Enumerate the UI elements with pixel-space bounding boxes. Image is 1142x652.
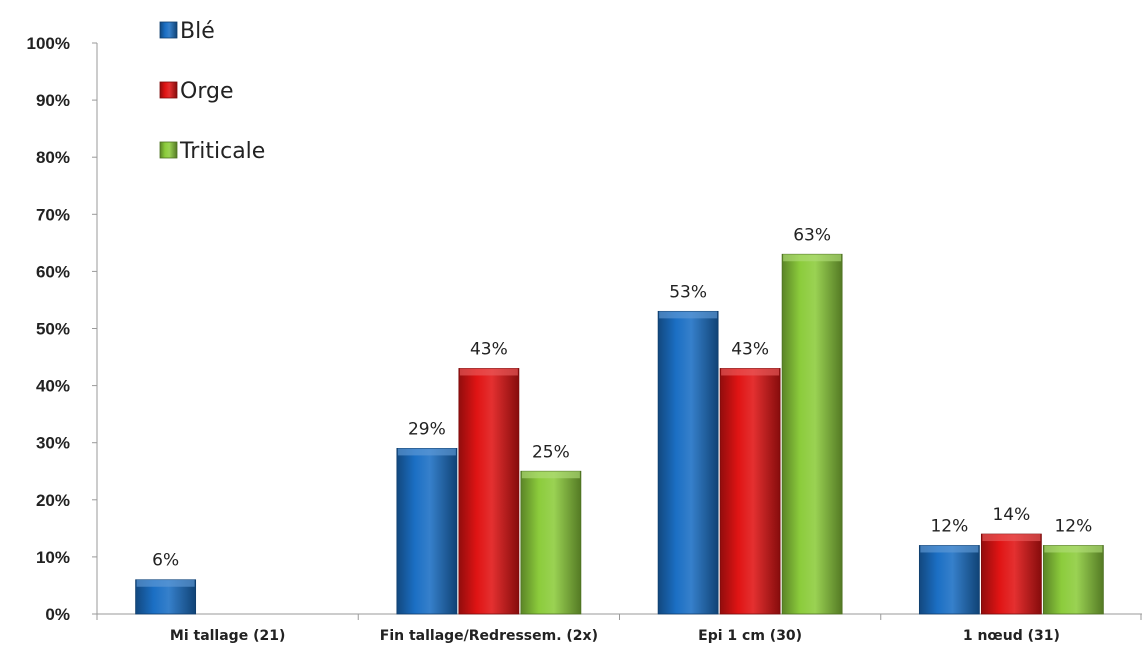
bar-triticale-2: [781, 253, 843, 615]
y-tick-label: 20%: [36, 491, 70, 510]
y-tick-label: 0%: [45, 605, 70, 624]
x-tick-label: Epi 1 cm (30): [698, 628, 802, 644]
y-tick-label: 60%: [36, 262, 70, 281]
bar-blé-3: [918, 545, 980, 615]
legend: Blé Orge Triticale: [159, 19, 265, 164]
bar-triticale-3: [1042, 545, 1104, 615]
y-axis: 0% 10% 20% 30% 40% 50% 60% 70% 80% 90% 100%: [27, 34, 98, 624]
data-label: 12%: [930, 516, 968, 536]
bar-top-bevel: [721, 368, 780, 376]
data-label: 53%: [669, 282, 707, 302]
y-tick-label: 50%: [36, 320, 70, 339]
x-tick-label: Fin tallage/Redressem. (2x): [380, 628, 598, 644]
y-tick-label: 90%: [36, 91, 70, 110]
bar-top-bevel: [982, 534, 1041, 542]
bar-top-bevel: [397, 448, 456, 456]
legend-swatch-blé: [159, 21, 178, 39]
data-label: 43%: [731, 339, 769, 359]
y-tick-label: 100%: [27, 34, 70, 53]
legend-swatch-orge: [159, 81, 178, 99]
y-tick-label: 10%: [36, 548, 70, 567]
bar-top-bevel: [659, 311, 718, 319]
data-labels: 6% 29% 43% 25% 53% 43% 63% 12% 14% 12%: [152, 225, 1092, 570]
data-label: 43%: [470, 339, 508, 359]
bar-triticale-1: [520, 470, 582, 615]
bar-orge-2: [719, 368, 781, 615]
legend-label: Orge: [180, 79, 233, 104]
x-tick-label: Mi tallage (21): [170, 628, 285, 644]
x-axis: Mi tallage (21) Fin tallage/Redressem. (2…: [96, 613, 1142, 644]
y-tick-label: 80%: [36, 148, 70, 167]
data-label: 12%: [1054, 516, 1092, 536]
y-tick-label: 30%: [36, 434, 70, 453]
legend-swatch-triticale: [159, 141, 178, 159]
bar-orge-3: [980, 533, 1042, 615]
x-tick-label: 1 nœud (31): [963, 628, 1060, 644]
data-label: 63%: [793, 225, 831, 245]
bar-orge-1: [458, 368, 520, 615]
legend-label: Triticale: [179, 139, 265, 164]
bar-top-bevel: [459, 368, 518, 376]
data-label: 6%: [152, 551, 179, 571]
data-label: 29%: [408, 419, 446, 439]
bar-top-bevel: [136, 579, 195, 587]
bar-blé-2: [657, 310, 719, 615]
y-tick-label: 40%: [36, 377, 70, 396]
bar-blé-1: [396, 448, 458, 615]
bar-top-bevel: [1044, 545, 1103, 553]
bar-top-bevel: [783, 254, 842, 262]
data-label: 14%: [992, 505, 1030, 525]
data-label: 25%: [532, 442, 570, 462]
bar-top-bevel: [521, 471, 580, 479]
legend-label: Blé: [180, 19, 215, 44]
bar-top-bevel: [920, 545, 979, 553]
bars: [135, 253, 1104, 615]
y-tick-label: 70%: [36, 205, 70, 224]
